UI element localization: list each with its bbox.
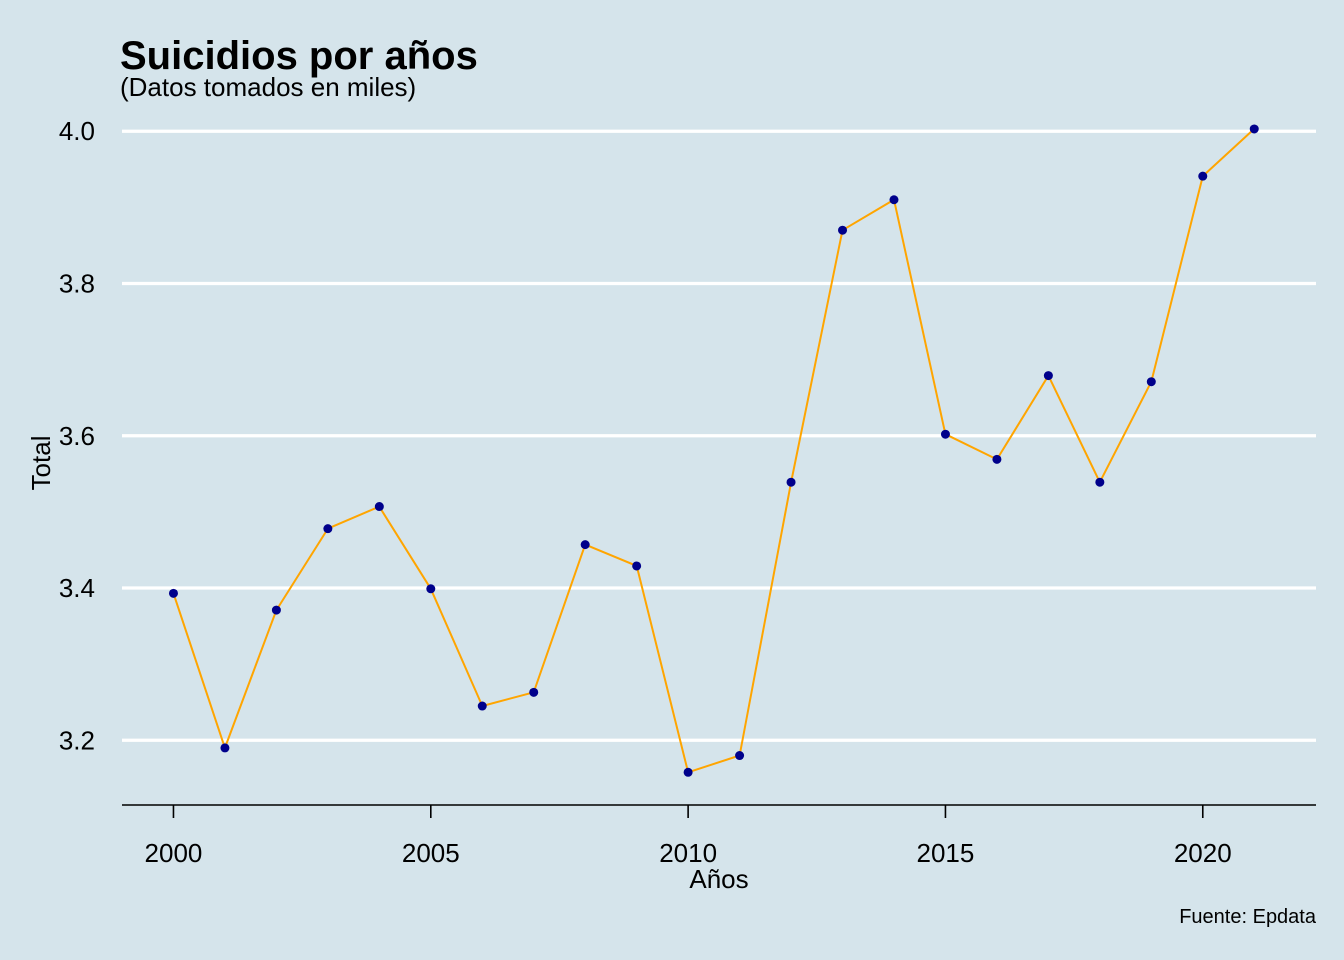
y-axis-label: Total [26,436,56,491]
data-point [786,477,796,487]
x-tick-label: 2005 [402,838,460,868]
y-tick-label: 3.4 [59,573,95,603]
data-point [1146,377,1156,387]
source-caption: Fuente: Epdata [1179,906,1317,928]
x-axis-ticks: 2000 2005 2010 2015 2020 [145,805,1232,868]
data-point [889,195,899,205]
data-point [271,605,281,615]
y-tick-label: 3.2 [59,725,95,755]
data-point [477,701,487,711]
x-tick-label: 2010 [659,838,717,868]
y-tick-label: 3.6 [59,421,95,451]
data-point [1043,371,1053,381]
x-tick-label: 2000 [145,838,203,868]
chart-title: Suicidios por años [120,34,478,78]
data-point [940,429,950,439]
data-point [374,502,384,512]
data-point [992,454,1002,464]
series-line [172,128,1255,774]
y-tick-label: 3.8 [59,268,95,298]
data-point [735,751,745,761]
data-point [220,743,230,753]
data-point [1095,477,1105,487]
data-point [323,524,333,534]
data-point [683,767,693,777]
data-point [426,584,436,594]
data-point [838,225,848,235]
grid-lines [122,129,1316,742]
x-tick-label: 2015 [917,838,975,868]
y-axis-ticks: 3.2 3.4 3.6 3.8 4.0 [59,116,95,755]
data-point [580,540,590,550]
series-line-layer [172,128,1255,774]
data-point [632,561,642,571]
x-axis-label: Años [689,864,748,894]
data-point [529,687,539,697]
data-point [168,588,178,598]
chart-subtitle: (Datos tomados en miles) [120,72,416,102]
data-point [1198,171,1208,181]
data-point [1249,124,1259,134]
y-tick-label: 4.0 [59,116,95,146]
x-tick-label: 2020 [1174,838,1232,868]
data-points [168,124,1259,777]
